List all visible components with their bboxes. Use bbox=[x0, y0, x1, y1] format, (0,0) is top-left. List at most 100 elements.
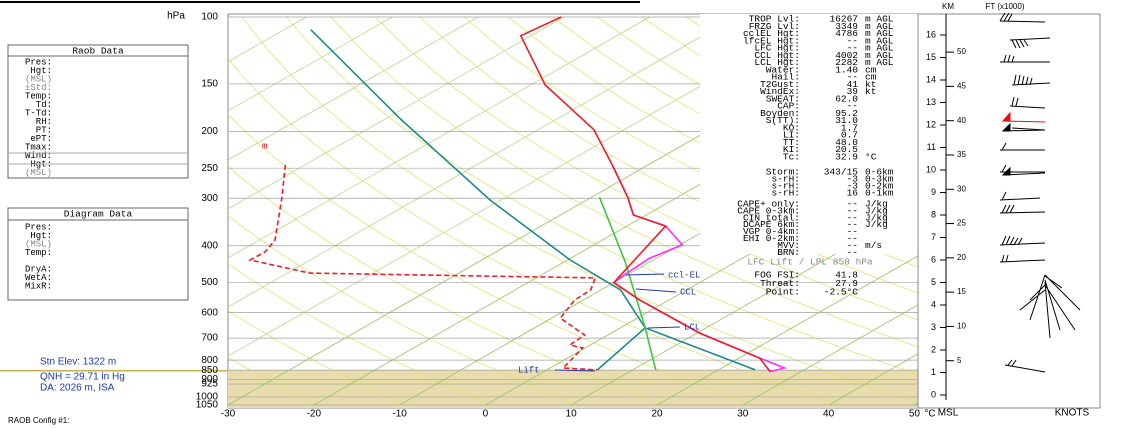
barb bbox=[1000, 54, 1050, 63]
barb bbox=[1009, 96, 1046, 109]
index-unit: 0-1km bbox=[865, 188, 894, 199]
index-value: -- bbox=[847, 233, 858, 244]
dry-adiabat bbox=[419, 16, 918, 294]
index-label: CCL Hgt: bbox=[754, 50, 800, 61]
index-label: CAPE+ only: bbox=[737, 199, 800, 210]
index-label: Storm: bbox=[766, 167, 800, 178]
index-unit: J/kg bbox=[865, 205, 888, 216]
y-tick-label: 700 bbox=[201, 333, 218, 344]
km-tick-label: 1 bbox=[931, 367, 936, 377]
dry-adiabat bbox=[228, 310, 405, 406]
barb bbox=[1000, 142, 1045, 151]
ft-tick-label: 10 bbox=[957, 322, 966, 331]
isotherm bbox=[228, 16, 564, 210]
index-label: Tc: bbox=[783, 151, 800, 162]
index-label: S(TT): bbox=[766, 115, 800, 126]
y-tick-label: 200 bbox=[201, 126, 218, 137]
index-value: 20.5 bbox=[835, 144, 858, 155]
knots-label: KNOTS bbox=[1055, 408, 1090, 419]
index-value: 39 bbox=[847, 86, 859, 97]
y-tick-label: 925 bbox=[201, 379, 218, 390]
index-value: 31.0 bbox=[835, 115, 858, 126]
index-unit: m/s bbox=[865, 240, 882, 251]
annotation: LCL bbox=[684, 322, 700, 332]
index-value: -- bbox=[847, 226, 858, 237]
raob-rows: Pres:Hgt:(MSL)±Std:Temp:Td:T-Td:RH:PT:eP… bbox=[25, 57, 52, 178]
panel-row-label: Temp: bbox=[25, 248, 52, 258]
y-tick-label: 300 bbox=[201, 193, 218, 204]
panel-row-label: RH: bbox=[36, 117, 52, 127]
panel-title: Diagram Data bbox=[64, 209, 133, 220]
index-value: 1.7 bbox=[841, 122, 858, 133]
panel-row-label: Tmax: bbox=[25, 142, 52, 152]
dry-adiabat bbox=[228, 58, 840, 406]
station-qnh: QNH = 29.71 in Hg bbox=[40, 372, 125, 383]
index-label: CAPE 0-3km: bbox=[737, 205, 800, 216]
km-tick-label: 13 bbox=[926, 97, 936, 107]
index-unit: J/kg bbox=[865, 212, 888, 223]
arrow bbox=[647, 326, 681, 329]
wind-axis: 0123456789101112131415165101520253035404… bbox=[926, 29, 966, 399]
dry-adiabat bbox=[228, 263, 492, 406]
km-label: KM bbox=[942, 2, 954, 11]
panel-title: Raob Data bbox=[72, 46, 124, 57]
index-label: s-rH: bbox=[771, 188, 800, 199]
km-tick-label: 16 bbox=[926, 29, 936, 39]
raob-data-panel bbox=[7, 44, 189, 179]
barb bbox=[1001, 166, 1046, 176]
index-value: -- bbox=[847, 101, 858, 112]
index-label: SWEAT: bbox=[766, 93, 800, 104]
index-unit: m AGL bbox=[865, 14, 894, 25]
index-label: KI: bbox=[783, 144, 800, 155]
index-label: TT: bbox=[783, 137, 800, 148]
index-value: 41 bbox=[847, 79, 859, 90]
index-value: 0.7 bbox=[841, 130, 858, 141]
station-da: DA: 2026 m, ISA bbox=[40, 383, 115, 394]
km-tick-label: 14 bbox=[926, 74, 936, 84]
panel-row-label: DryA: bbox=[25, 264, 52, 274]
ft-tick-label: 20 bbox=[957, 253, 966, 262]
isotherm bbox=[228, 16, 650, 259]
panel-row-label: (MSL) bbox=[25, 74, 52, 84]
index-unit: m AGL bbox=[865, 21, 894, 32]
index-unit: m AGL bbox=[865, 50, 894, 61]
index-label: KO: bbox=[783, 122, 800, 133]
index-label: DCAPE 6km: bbox=[743, 219, 800, 230]
profile-line bbox=[519, 16, 771, 373]
index-unit: 0-3km bbox=[865, 174, 894, 185]
wind-panel bbox=[917, 13, 1101, 409]
config-label: RAOB Config #1: bbox=[8, 416, 69, 425]
y-tick-label: 250 bbox=[201, 163, 218, 174]
ft-tick-label: 40 bbox=[957, 116, 966, 125]
ft-tick-label: 15 bbox=[957, 287, 966, 296]
barb bbox=[999, 204, 1046, 214]
index-unit: J/kg bbox=[865, 219, 888, 230]
dry-adiabat bbox=[374, 16, 918, 321]
dry-adiabat bbox=[285, 16, 918, 375]
dry-adiabat bbox=[228, 113, 753, 406]
index-label: Threat: bbox=[760, 278, 800, 289]
index-value: -- bbox=[847, 43, 858, 54]
index-box bbox=[700, 14, 918, 254]
diagram-data-panel bbox=[7, 207, 189, 301]
y-tick-label: 600 bbox=[201, 307, 218, 318]
surface-band bbox=[228, 370, 918, 408]
index-label: MVV: bbox=[777, 240, 800, 251]
km-tick-label: 3 bbox=[931, 322, 936, 332]
index-label: LCL Hgt: bbox=[754, 57, 800, 68]
y-tick-label: 800 bbox=[201, 355, 218, 366]
panel-row-label: PT: bbox=[36, 125, 52, 135]
index-value: -- bbox=[847, 205, 858, 216]
annotation: ccl-EL bbox=[668, 270, 700, 280]
km-tick-label: 7 bbox=[931, 232, 936, 242]
index-label: Point: bbox=[766, 287, 800, 298]
x-unit: °C bbox=[924, 409, 935, 420]
index-label: LI: bbox=[783, 130, 800, 141]
x-tick-label: -10 bbox=[392, 409, 407, 420]
x-tick-label: -20 bbox=[307, 409, 322, 420]
index-label: Water: bbox=[766, 64, 800, 75]
index-label: T2Gust: bbox=[760, 79, 800, 90]
isotherm bbox=[228, 16, 736, 308]
x-tick-label: -30 bbox=[221, 409, 236, 420]
wind-barbs-red bbox=[1001, 111, 1046, 123]
